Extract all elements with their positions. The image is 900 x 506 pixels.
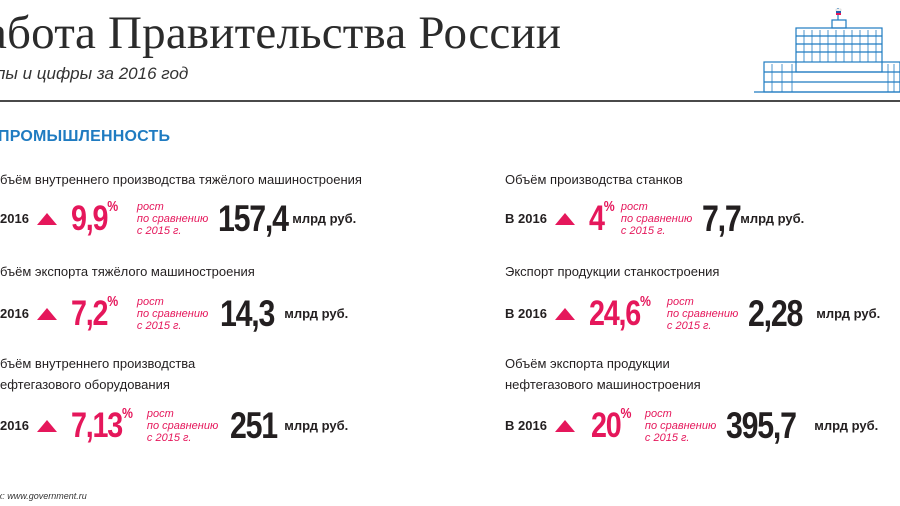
growth-note: рост по сравнению с 2015 г.	[136, 200, 209, 237]
stat-title: бъём внутреннего производства тяжёлого м…	[0, 172, 362, 187]
stat-unit: млрд руб.	[292, 211, 357, 226]
stat-unit: млрд руб.	[740, 211, 805, 226]
stat-row: В 2016 20% рост по сравнению с 2015 г. 3…	[505, 405, 879, 446]
page-title: аботa Правительства России	[0, 7, 562, 59]
header-divider	[0, 100, 900, 102]
stat-block: Объём экспорта продукции нефтегазового м…	[505, 353, 701, 395]
growth-up-icon	[36, 212, 57, 225]
stat-block: бъём внутреннего производства ефтегазово…	[0, 353, 195, 395]
stat-year: В 2016	[505, 306, 547, 321]
growth-up-icon	[36, 307, 57, 320]
stat-title: Объём производства станков	[505, 172, 683, 187]
stat-year: 2016	[0, 211, 29, 226]
stat-title-line2: нефтегазового машиностроения	[505, 377, 701, 392]
stat-value: 14,3	[220, 293, 275, 334]
stat-row: 2016 9,9% рост по сравнению с 2015 г. 15…	[0, 198, 357, 239]
growth-up-icon	[554, 307, 575, 320]
section-title: ПРОМЫШЛЕННОСТЬ	[0, 128, 171, 145]
stat-year: 2016	[0, 418, 29, 433]
stat-block: Объём производства станков	[505, 169, 683, 190]
stat-title-line2: ефтегазового оборудования	[0, 377, 170, 392]
stat-row: В 2016 4% рост по сравнению с 2015 г. 7,…	[505, 198, 805, 239]
growth-note: рост по сравнению с 2015 г.	[146, 407, 219, 444]
stat-value: 2,28	[748, 293, 803, 334]
stat-title: бъём экспорта тяжёлого машиностроения	[0, 264, 255, 279]
growth-up-icon	[554, 212, 575, 225]
growth-percent: 24,6%	[588, 293, 651, 333]
stat-unit: млрд руб.	[816, 306, 881, 321]
stat-row: В 2016 24,6% рост по сравнению с 2015 г.…	[505, 293, 881, 334]
stat-title: Экспорт продукции станкостроения	[505, 264, 720, 279]
source-note: к: www.government.ru	[0, 491, 87, 501]
stat-value: 395,7	[726, 405, 797, 446]
stat-value: 251	[230, 405, 278, 446]
growth-note: рост по сравнению с 2015 г.	[620, 200, 693, 237]
stat-row: 2016 7,2% рост по сравнению с 2015 г. 14…	[0, 293, 349, 334]
government-building-icon	[754, 8, 900, 93]
stat-row: 2016 7,13% рост по сравнению с 2015 г. 2…	[0, 405, 349, 446]
stat-value: 7,7	[702, 198, 742, 239]
growth-percent: 7,2%	[70, 293, 118, 333]
stat-year: В 2016	[505, 418, 547, 433]
stat-unit: млрд руб.	[814, 418, 879, 433]
growth-percent: 4%	[588, 198, 615, 238]
stat-value: 157,4	[218, 198, 289, 239]
growth-up-icon	[36, 419, 57, 432]
growth-up-icon	[554, 419, 575, 432]
stat-unit: млрд руб.	[284, 418, 349, 433]
stat-unit: млрд руб.	[284, 306, 349, 321]
growth-note: рост по сравнению с 2015 г.	[136, 295, 209, 332]
stat-block: бъём экспорта тяжёлого машиностроения	[0, 261, 255, 282]
growth-percent: 9,9%	[70, 198, 118, 238]
growth-note: рост по сравнению с 2015 г.	[666, 295, 739, 332]
stat-year: 2016	[0, 306, 29, 321]
stat-year: В 2016	[505, 211, 547, 226]
stat-title: Объём экспорта продукции	[505, 356, 670, 371]
page-subtitle: пы и цифры за 2016 год	[0, 64, 189, 83]
stat-block: Экспорт продукции станкостроения	[505, 261, 719, 282]
growth-note: рост по сравнению с 2015 г.	[644, 407, 717, 444]
stat-block: бъём внутреннего производства тяжёлого м…	[0, 169, 362, 190]
growth-percent: 7,13%	[70, 405, 133, 445]
growth-percent: 20%	[590, 405, 631, 445]
stat-title: бъём внутреннего производства	[0, 356, 196, 371]
